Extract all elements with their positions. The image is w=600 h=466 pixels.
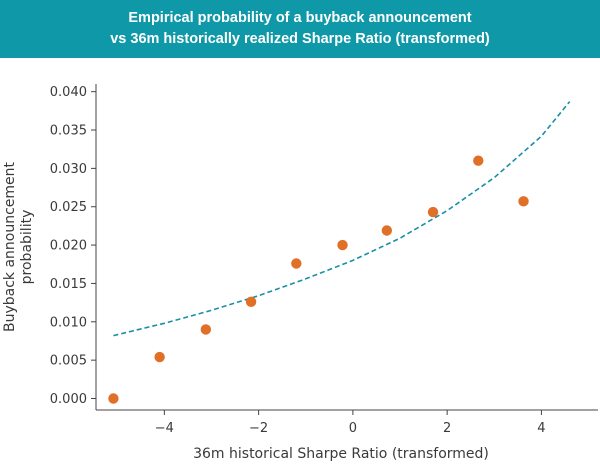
data-point [337, 239, 348, 251]
data-point [245, 296, 257, 308]
y-tick-label: 0.000 [50, 392, 87, 407]
x-tick-label: 4 [537, 421, 545, 436]
y-tick-label: 0.010 [50, 315, 87, 330]
x-axis-title: 36m historical Sharpe Ratio (transformed… [193, 446, 489, 462]
y-tick-label: 0.015 [50, 277, 87, 292]
points-layer [108, 155, 529, 404]
data-point [291, 258, 302, 269]
axes [91, 84, 598, 415]
x-tick-label: 0 [349, 421, 357, 436]
y-tick-label: 0.025 [50, 200, 87, 215]
y-tick-label: 0.020 [50, 239, 87, 254]
data-point [473, 155, 484, 166]
data-point [108, 393, 119, 404]
y-tick-label: 0.030 [50, 162, 87, 177]
x-tick-label: −4 [155, 421, 174, 436]
data-point [200, 324, 212, 335]
labels-layer: 0.000 0.005 0.010 0.015 0.020 0.025 0.030 0.035… [2, 85, 546, 462]
chart-title-banner: Empirical probability of a buyback annou… [0, 0, 600, 58]
x-tick-label: −2 [249, 421, 268, 436]
data-point [154, 351, 165, 363]
chart-title-line-1: Empirical probability of a buyback annou… [128, 10, 472, 26]
y-tick-label: 0.035 [50, 124, 87, 139]
x-tick-label: 2 [443, 421, 451, 436]
chart-title-line-2: vs 36m historically realized Sharpe Rati… [110, 31, 490, 47]
y-axis-title-line: probability [19, 210, 35, 285]
y-tick-label: 0.040 [50, 85, 87, 100]
data-point [381, 225, 393, 236]
fit-line-layer [113, 101, 571, 337]
y-axis-title: Buyback announcementprobability [2, 161, 35, 332]
data-point [427, 206, 439, 218]
y-axis-title-line: Buyback announcement [2, 161, 18, 332]
data-point [518, 196, 529, 207]
fit-line [113, 101, 571, 337]
y-tick-label: 0.005 [50, 354, 87, 369]
